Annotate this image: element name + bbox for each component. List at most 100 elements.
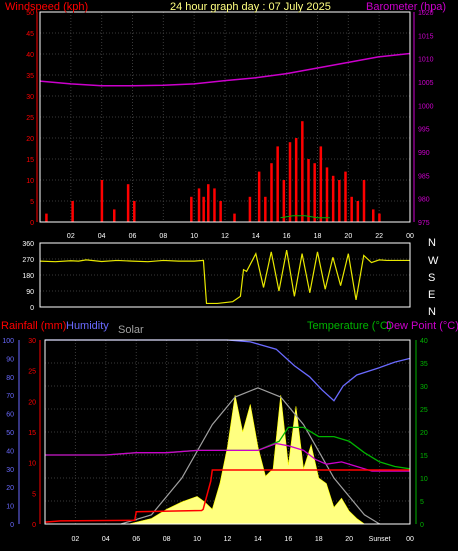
wind-gust-bar — [202, 196, 205, 222]
wind-gust-bar — [71, 201, 74, 222]
wind-x-tick: 10 — [190, 233, 198, 240]
wind-x-tick: 14 — [252, 233, 260, 240]
barometer-y-tick: 1015 — [418, 33, 434, 40]
solar-theoretical-line — [120, 387, 380, 525]
rain-y-tick: 5 — [32, 491, 36, 498]
wind-gust-bar — [350, 196, 353, 222]
temperature-y-tick: 10 — [420, 476, 428, 483]
humidity-y-tick: 0 — [10, 522, 14, 529]
humidity-y-tick: 80 — [6, 375, 14, 382]
wind-y-tick: 30 — [26, 94, 34, 101]
direction-letter-n-top: N — [428, 237, 436, 249]
wind-gust-bar — [133, 201, 136, 222]
wind-gust-bar — [248, 196, 252, 222]
lower-x-tick: 10 — [193, 536, 201, 543]
wind-x-tick: 20 — [344, 233, 352, 240]
lower-x-tick: 06 — [132, 536, 140, 543]
direction-frame — [39, 242, 411, 308]
wind-gust-bar — [288, 142, 292, 222]
lower-x-tick: 08 — [163, 536, 171, 543]
barometer-y-tick: 990 — [418, 150, 430, 157]
lower-frame — [44, 339, 411, 525]
wind-gust-bar — [45, 213, 48, 222]
barometer-y-tick: 1010 — [418, 57, 434, 64]
wind-gust-bar — [378, 213, 381, 222]
windspeed-axis-title: Windspeed (kph) — [5, 1, 88, 13]
humidity-y-tick: 10 — [6, 504, 14, 511]
direction-y-tick: 180 — [22, 273, 34, 280]
wind-gust-bar — [372, 209, 375, 222]
wind-barometer-panel: 0510152025303540455097598098599099510001… — [26, 10, 433, 240]
lower-x-tick: 18 — [315, 536, 323, 543]
temperature-y-tick: 15 — [420, 453, 428, 460]
direction-y-tick: 360 — [22, 241, 34, 248]
lower-x-tick: 12 — [224, 536, 232, 543]
lower-x-tick: 04 — [102, 536, 110, 543]
wind-y-tick: 40 — [26, 52, 34, 59]
humidity-y-tick: 100 — [2, 338, 14, 345]
wind-gust-bar — [213, 188, 216, 222]
rain-y-tick: 10 — [28, 461, 36, 468]
wind-gust-bar — [207, 184, 210, 222]
wind-gust-bar — [313, 163, 316, 222]
humidity-y-tick: 60 — [6, 412, 14, 419]
temperature-y-tick: 30 — [420, 384, 428, 391]
wind-y-tick: 25 — [26, 115, 34, 122]
barometer-line — [39, 52, 411, 87]
wind-gust-bar — [100, 180, 104, 222]
wind-gust-bar — [325, 167, 329, 222]
wind-gust-bar — [301, 121, 304, 222]
direction-y-tick: 0 — [30, 305, 34, 312]
wind-x-tick: 18 — [314, 233, 322, 240]
wind-direction-panel: 0 90 180 270 360 — [22, 241, 411, 312]
wind-gust-bar — [126, 184, 130, 222]
humidity-y-tick: 50 — [6, 430, 14, 437]
humidity-axis-title: Humidity — [66, 320, 109, 332]
wind-gust-bar — [276, 146, 279, 222]
wind-x-tick: 16 — [283, 233, 291, 240]
wind-gust-bar — [331, 175, 335, 222]
humidity-y-tick: 70 — [6, 393, 14, 400]
temperature-axis-title: Temperature (°C) — [307, 320, 391, 332]
barometer-y-tick: 975 — [418, 220, 430, 227]
wind-y-tick: 45 — [26, 31, 34, 38]
direction-line — [39, 249, 410, 305]
barometer-y-tick: 980 — [418, 197, 430, 204]
wind-x-tick: 22 — [375, 233, 383, 240]
solar-axis-title: Solar — [118, 324, 144, 336]
dewpoint-axis-title: Dew Point (°C) — [386, 320, 458, 332]
direction-letter-w: W — [428, 255, 439, 267]
temperature-humidity-rain-panel: 0102030405060708090100051015202530051015… — [2, 338, 428, 543]
temperature-y-tick: 35 — [420, 361, 428, 368]
chart-title: 24 hour graph day : 07 July 2025 — [170, 1, 331, 13]
wind-x-tick: 00 — [406, 233, 414, 240]
temperature-y-tick: 40 — [420, 338, 428, 345]
humidity-y-tick: 20 — [6, 485, 14, 492]
wind-gust-bar — [294, 138, 298, 222]
wind-x-tick: 02 — [67, 233, 75, 240]
direction-y-tick: 270 — [22, 257, 34, 264]
rainfall-line — [44, 469, 410, 523]
wind-gust-bar — [338, 180, 341, 222]
wind-y-tick: 50 — [26, 10, 34, 17]
rain-y-tick: 25 — [28, 369, 36, 376]
humidity-y-tick: 40 — [6, 448, 14, 455]
wind-frame — [39, 11, 411, 223]
wind-y-tick: 0 — [30, 220, 34, 227]
wind-y-tick: 35 — [26, 73, 34, 80]
wind-gust-bar — [362, 180, 366, 222]
wind-gust-bar — [257, 171, 261, 222]
barometer-y-tick: 985 — [418, 173, 430, 180]
rain-y-tick: 15 — [28, 430, 36, 437]
direction-letter-e: E — [428, 289, 435, 301]
lower-x-tick: 14 — [254, 536, 262, 543]
wind-y-tick: 10 — [26, 178, 34, 185]
wind-x-tick: 12 — [221, 233, 229, 240]
rain-y-tick: 20 — [28, 399, 36, 406]
barometer-axis-title: Barometer (hpa) — [366, 1, 446, 13]
rain-y-tick: 30 — [28, 338, 36, 345]
wind-gust-bar — [219, 201, 222, 222]
direction-y-tick: 90 — [26, 289, 34, 296]
wind-gust-bar — [270, 163, 273, 222]
wind-gust-bar — [319, 146, 323, 222]
